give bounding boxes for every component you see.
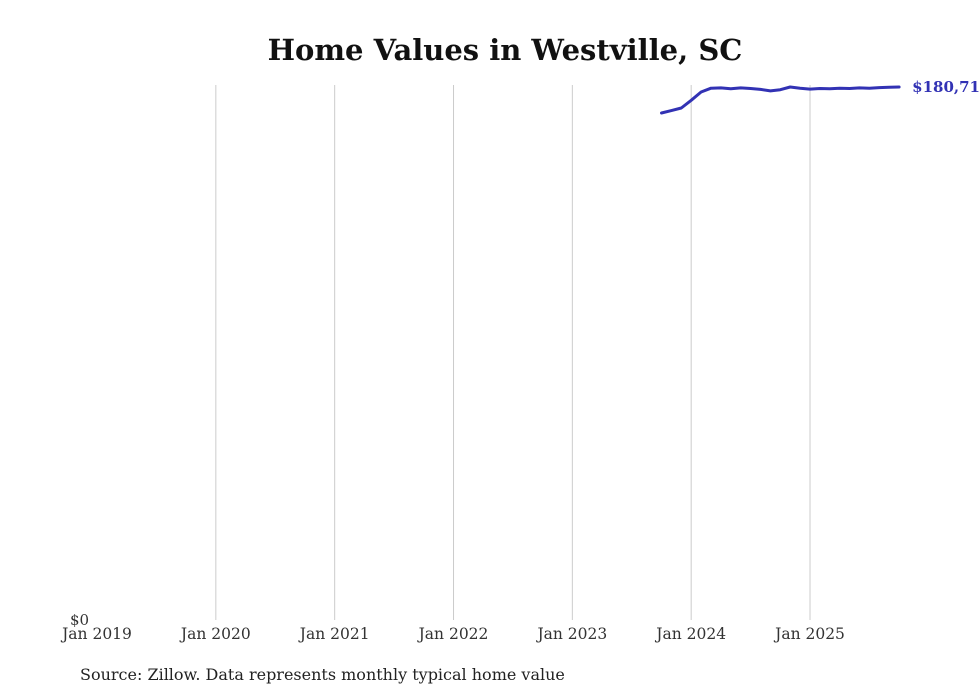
x-tick-label: Jan 2020: [180, 625, 251, 643]
chart-title: Home Values in Westville, SC: [267, 33, 743, 67]
latest-value-label: $180,711: [912, 78, 980, 96]
x-tick-label: Jan 2019: [62, 625, 132, 643]
home-value-line: [660, 85, 901, 115]
x-tick-label: Jan 2025: [775, 625, 845, 643]
x-tick-label: Jan 2021: [299, 625, 370, 643]
x-tick-label: Jan 2022: [418, 625, 489, 643]
source-note: Source: Zillow. Data represents monthly …: [80, 665, 565, 684]
x-tick-label: Jan 2024: [656, 625, 727, 643]
x-tick-label: Jan 2023: [537, 625, 608, 643]
y-axis-zero-label: $0: [70, 611, 90, 629]
